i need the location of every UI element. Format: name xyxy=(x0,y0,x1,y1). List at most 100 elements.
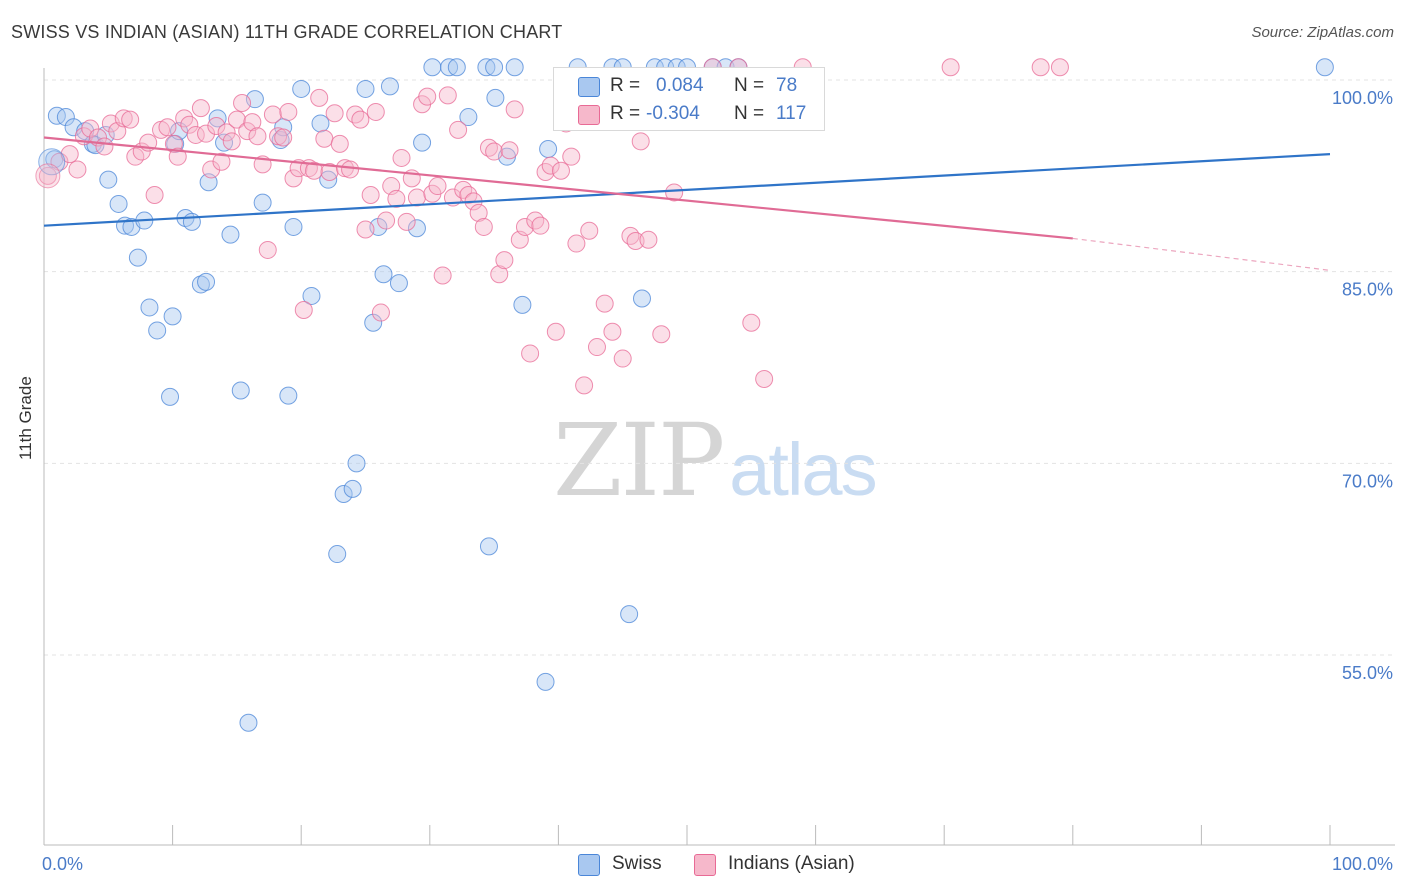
swiss-point xyxy=(208,109,227,128)
y-tick-label: 55.0% xyxy=(1342,663,1393,683)
indians-point xyxy=(263,105,282,124)
swiss-point xyxy=(239,713,258,732)
indians-point xyxy=(325,104,344,123)
legend-n-value: 117 xyxy=(776,103,807,124)
indians-point xyxy=(515,217,534,236)
indians-point xyxy=(217,123,236,142)
indians-point xyxy=(603,322,622,341)
swiss-point xyxy=(413,133,432,152)
legend-row-swiss: R = 0.084 N = 78 xyxy=(554,72,824,100)
indians-point xyxy=(454,180,473,199)
indians-point xyxy=(330,134,349,153)
indians-point xyxy=(562,147,581,166)
swiss-point xyxy=(407,219,426,238)
indians-point xyxy=(526,211,545,230)
source-label: Source: ZipAtlas.com xyxy=(1251,24,1394,41)
swiss-point xyxy=(620,605,639,624)
swiss-point xyxy=(459,108,478,127)
indians-point xyxy=(639,230,658,249)
indians-point xyxy=(222,132,241,151)
swiss-point xyxy=(356,79,375,98)
indians-point xyxy=(755,370,774,388)
indians-point xyxy=(279,102,298,121)
indians-point xyxy=(580,221,599,240)
indians-point xyxy=(631,132,650,151)
indians-point xyxy=(315,129,334,148)
indians-point xyxy=(474,217,493,236)
indians-point xyxy=(587,338,606,357)
swiss-point xyxy=(536,672,555,691)
legend-r-label: R = xyxy=(610,75,641,96)
chart-title: SWISS VS INDIAN (ASIAN) 11TH GRADE CORRE… xyxy=(11,22,563,42)
y-axis-label: 11th Grade xyxy=(16,376,35,460)
legend-swatch-indians xyxy=(578,105,600,125)
indians-point xyxy=(469,203,488,222)
trend-lines xyxy=(43,136,1331,271)
swiss-point xyxy=(485,58,504,77)
swiss-point xyxy=(231,381,250,400)
indians-point xyxy=(407,188,426,207)
indians-point xyxy=(227,110,246,129)
swiss-trend-line xyxy=(43,153,1331,227)
swiss-point xyxy=(319,170,338,189)
indians-point xyxy=(121,110,140,129)
indians-point xyxy=(485,142,504,161)
swiss-point xyxy=(163,307,182,326)
indians-point xyxy=(274,128,293,147)
swiss-point xyxy=(334,485,353,503)
swiss-point xyxy=(38,148,66,176)
tick-labels: 100.0% 85.0% 70.0% 55.0% 0.0% 100.0% xyxy=(42,88,1393,874)
swiss-point xyxy=(191,275,210,294)
swiss-point xyxy=(440,58,459,77)
bottom-legend-label-swiss: Swiss xyxy=(612,853,662,874)
legend: R = 0.084 N = 78 R = -0.304 N = 117 xyxy=(553,67,825,131)
swiss-point xyxy=(374,265,393,284)
swiss-point xyxy=(253,193,272,212)
indians-point xyxy=(1031,58,1050,77)
indians-point xyxy=(35,163,61,189)
swiss-point xyxy=(128,248,147,267)
indians-point xyxy=(191,99,210,118)
swiss-point xyxy=(380,77,399,96)
indians-point xyxy=(310,88,329,107)
swiss-point xyxy=(109,194,128,213)
indians-point xyxy=(742,313,761,332)
indians-point xyxy=(341,160,360,179)
watermark-atlas: atlas xyxy=(729,428,877,511)
swiss-point xyxy=(148,321,167,340)
indians-point xyxy=(500,141,519,160)
swiss-point xyxy=(284,217,303,236)
legend-n-label: N = xyxy=(734,103,765,124)
swiss-point xyxy=(215,133,234,152)
swiss-point xyxy=(56,108,75,127)
swiss-point xyxy=(479,537,498,556)
swiss-point xyxy=(632,289,651,308)
y-tick-label: 100.0% xyxy=(1332,88,1393,108)
swiss-point xyxy=(343,479,362,498)
watermark: ZIPatlas xyxy=(553,402,878,519)
x-tick-label: 100.0% xyxy=(1332,854,1393,874)
indians-point xyxy=(207,117,226,135)
indians-point xyxy=(233,94,252,112)
indians-point xyxy=(652,325,671,344)
swiss-point xyxy=(99,170,118,189)
indians-point xyxy=(567,234,586,253)
indians-point xyxy=(941,58,960,77)
indians-point xyxy=(433,266,452,285)
swiss-point xyxy=(47,106,66,125)
swiss-point xyxy=(197,272,216,291)
swiss-point xyxy=(279,386,298,405)
swiss-point xyxy=(423,58,442,77)
indians-point xyxy=(371,303,390,322)
indians-point xyxy=(449,120,468,139)
indians-point xyxy=(397,212,416,231)
indians-point xyxy=(212,152,231,171)
indians-point xyxy=(145,186,164,204)
indians-point xyxy=(351,110,370,129)
swiss-point xyxy=(539,140,558,158)
swiss-point xyxy=(311,114,330,133)
axes xyxy=(43,68,1395,846)
swiss-point xyxy=(447,58,466,77)
indians-point xyxy=(197,124,216,143)
legend-r-value: 0.084 xyxy=(656,75,704,96)
